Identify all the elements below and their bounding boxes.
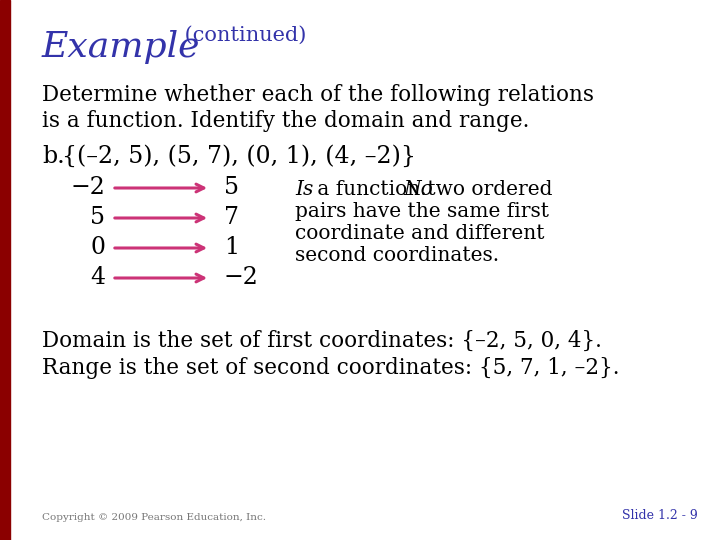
Bar <box>0 0 10 540</box>
Text: {(–2, 5), (5, 7), (0, 1), (4, –2)}: {(–2, 5), (5, 7), (0, 1), (4, –2)} <box>62 145 416 168</box>
Text: 7: 7 <box>224 206 239 230</box>
Text: 0: 0 <box>90 237 105 260</box>
Text: 5: 5 <box>224 177 239 199</box>
Text: a function.: a function. <box>311 180 433 199</box>
Text: Domain is the set of first coordinates: {–2, 5, 0, 4}.: Domain is the set of first coordinates: … <box>42 330 602 352</box>
Text: 1: 1 <box>224 237 239 260</box>
Text: (continued): (continued) <box>178 26 307 45</box>
Text: coordinate and different: coordinate and different <box>295 224 544 243</box>
Text: is a function. Identify the domain and range.: is a function. Identify the domain and r… <box>42 110 529 132</box>
Text: Slide 1.2 - 9: Slide 1.2 - 9 <box>622 509 698 522</box>
Text: b.: b. <box>42 145 65 168</box>
Text: −2: −2 <box>224 267 259 289</box>
Text: two ordered: two ordered <box>421 180 552 199</box>
Text: 4: 4 <box>90 267 105 289</box>
Text: Range is the set of second coordinates: {5, 7, 1, –2}.: Range is the set of second coordinates: … <box>42 357 619 379</box>
Text: pairs have the same first: pairs have the same first <box>295 202 549 221</box>
Text: Determine whether each of the following relations: Determine whether each of the following … <box>42 84 594 106</box>
Text: Copyright © 2009 Pearson Education, Inc.: Copyright © 2009 Pearson Education, Inc. <box>42 513 266 522</box>
Text: second coordinates.: second coordinates. <box>295 246 499 265</box>
Text: −2: −2 <box>70 177 105 199</box>
Text: No: No <box>403 180 433 199</box>
Text: Is: Is <box>295 180 313 199</box>
Text: Example: Example <box>42 30 200 64</box>
Text: 5: 5 <box>90 206 105 230</box>
